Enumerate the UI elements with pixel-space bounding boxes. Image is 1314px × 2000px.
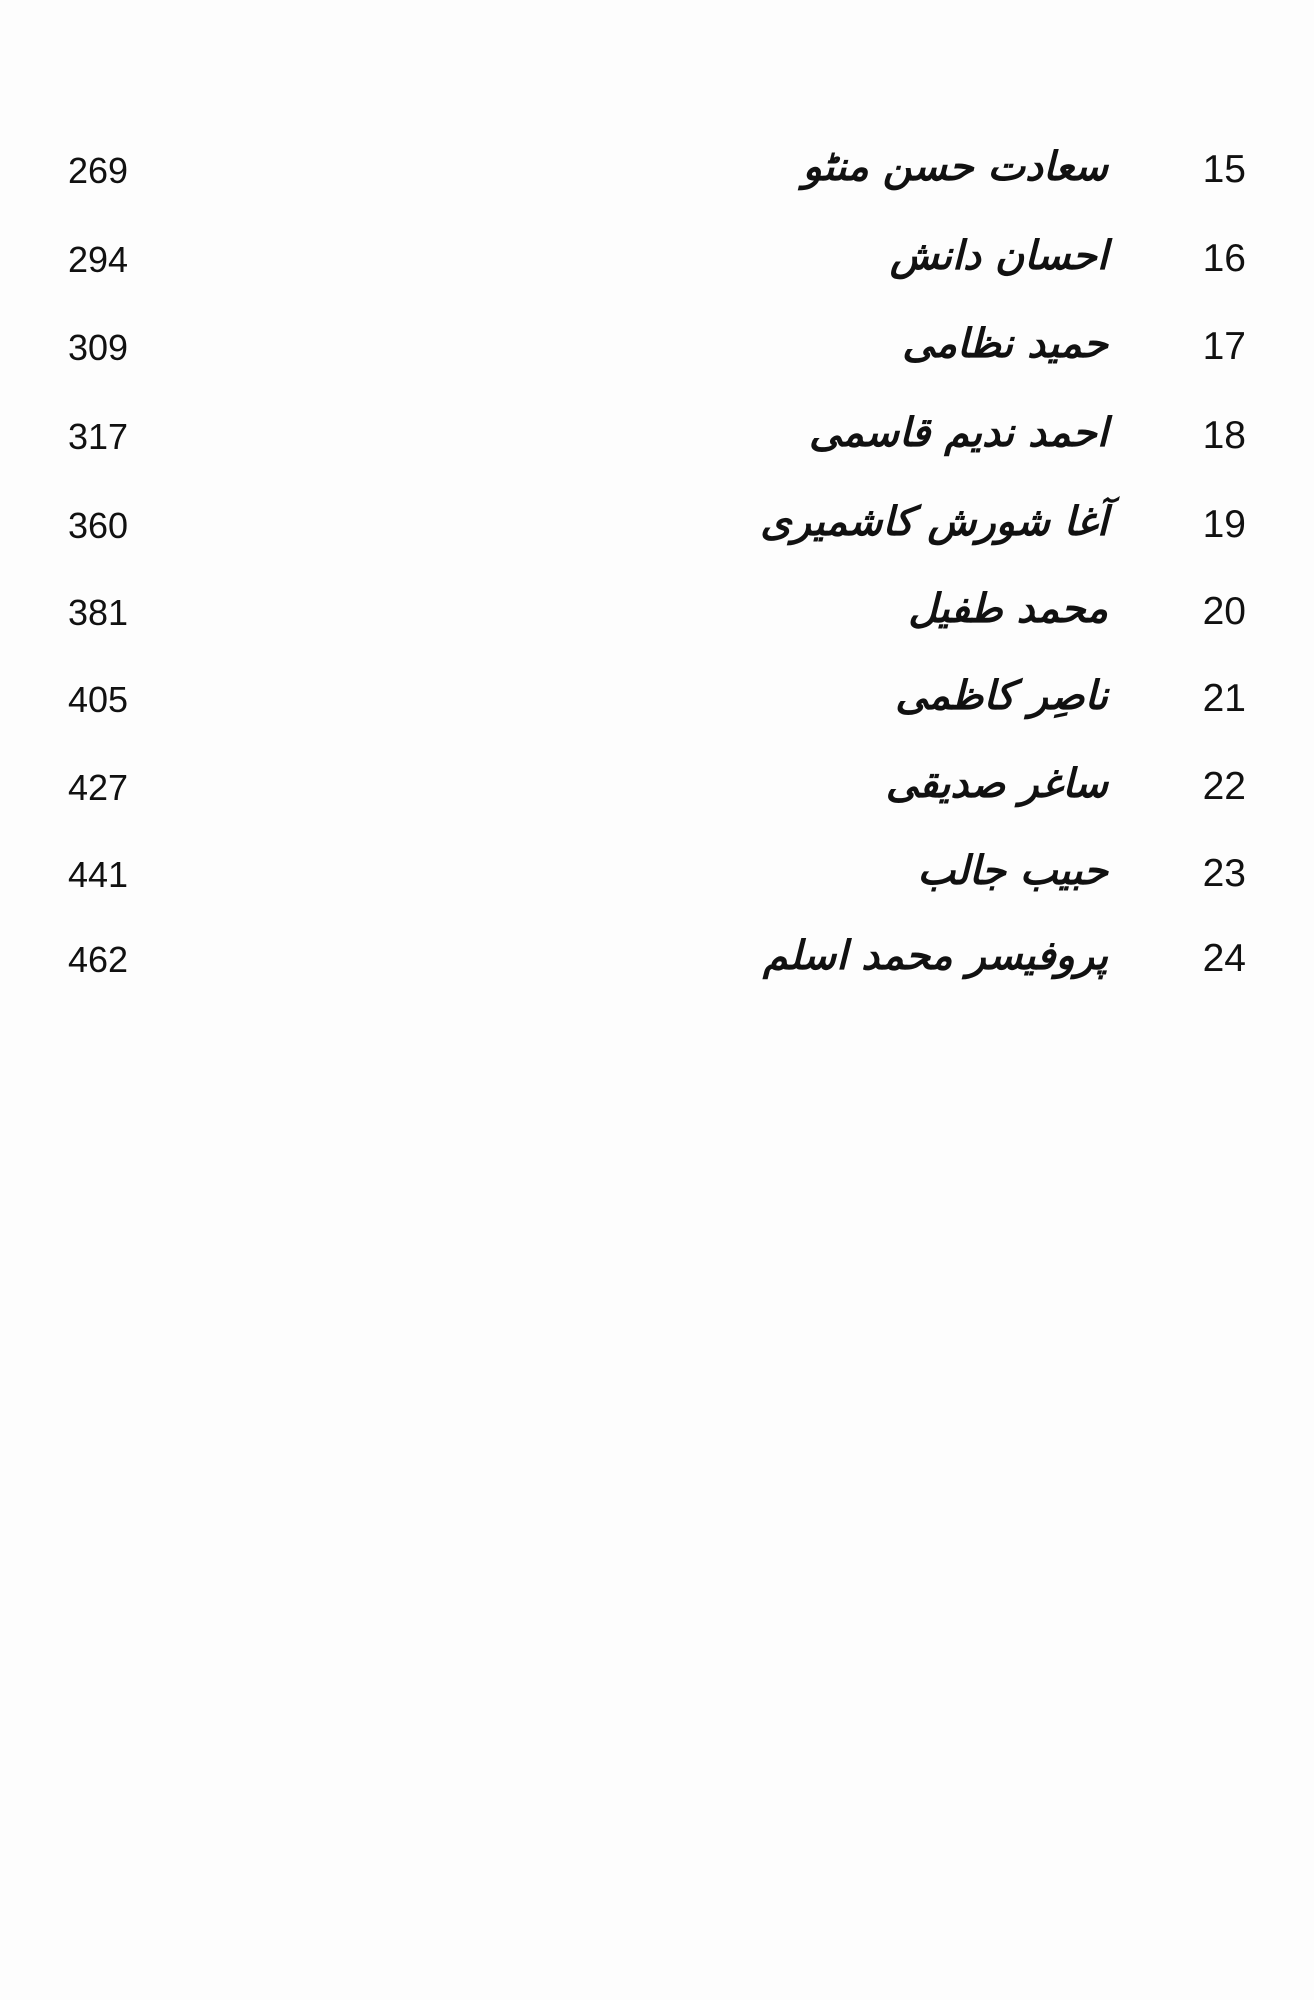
entry-number: 19: [1202, 503, 1246, 546]
entry-page: 405: [68, 679, 129, 720]
entry-title: سعادت حسن منٹو: [802, 144, 1108, 190]
entry-page: 309: [68, 327, 129, 368]
entry-number: 16: [1202, 237, 1246, 280]
entry-number: 21: [1202, 677, 1246, 720]
entry-page: 462: [68, 939, 129, 980]
toc-entry: 16 احسان دانش 294: [0, 229, 1314, 299]
toc-entry: 22 ساغر صدیقی 427: [0, 757, 1314, 827]
entry-title: آغا شورش کاشمیری: [760, 499, 1108, 545]
entry-page: 360: [68, 505, 129, 546]
entry-title: احسان دانش: [889, 233, 1108, 279]
toc-entry: 20 محمد طفیل 381: [0, 582, 1314, 652]
entry-title: پروفیسر محمد اسلم: [762, 933, 1108, 979]
entry-title: حبیب جالب: [917, 848, 1108, 894]
entry-number: 15: [1202, 148, 1246, 191]
entry-title: احمد ندیم قاسمی: [809, 410, 1108, 456]
toc-entry: 15 سعادت حسن منٹو 269: [0, 140, 1314, 210]
entry-number: 23: [1202, 852, 1246, 895]
entry-page: 294: [68, 239, 129, 280]
entry-page: 381: [68, 592, 129, 633]
toc-entry: 23 حبیب جالب 441: [0, 844, 1314, 914]
entry-page: 427: [68, 767, 129, 808]
entry-page: 317: [68, 416, 129, 457]
toc-entry: 24 پروفیسر محمد اسلم 462: [0, 929, 1314, 999]
entry-title: ناصِر کاظمی: [895, 673, 1108, 719]
entry-title: ساغر صدیقی: [885, 761, 1108, 807]
entry-page: 441: [68, 854, 129, 895]
entry-number: 22: [1202, 765, 1246, 808]
toc-entry: 18 احمد ندیم قاسمی 317: [0, 406, 1314, 476]
toc-entry: 17 حمید نظامی 309: [0, 317, 1314, 387]
entry-title: محمد طفیل: [908, 586, 1108, 632]
entry-number: 20: [1202, 590, 1246, 633]
entry-number: 17: [1202, 325, 1246, 368]
entry-title: حمید نظامی: [902, 321, 1108, 367]
entry-number: 24: [1202, 937, 1246, 980]
toc-entry: 19 آغا شورش کاشمیری 360: [0, 495, 1314, 565]
entry-page: 269: [68, 150, 129, 191]
entry-number: 18: [1202, 414, 1246, 457]
toc-entry: 21 ناصِر کاظمی 405: [0, 669, 1314, 739]
